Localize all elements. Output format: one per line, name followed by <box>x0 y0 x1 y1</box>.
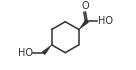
Text: HO: HO <box>18 48 33 58</box>
Polygon shape <box>42 45 52 55</box>
Polygon shape <box>79 20 89 30</box>
Text: HO: HO <box>98 16 113 26</box>
Text: O: O <box>82 1 89 11</box>
